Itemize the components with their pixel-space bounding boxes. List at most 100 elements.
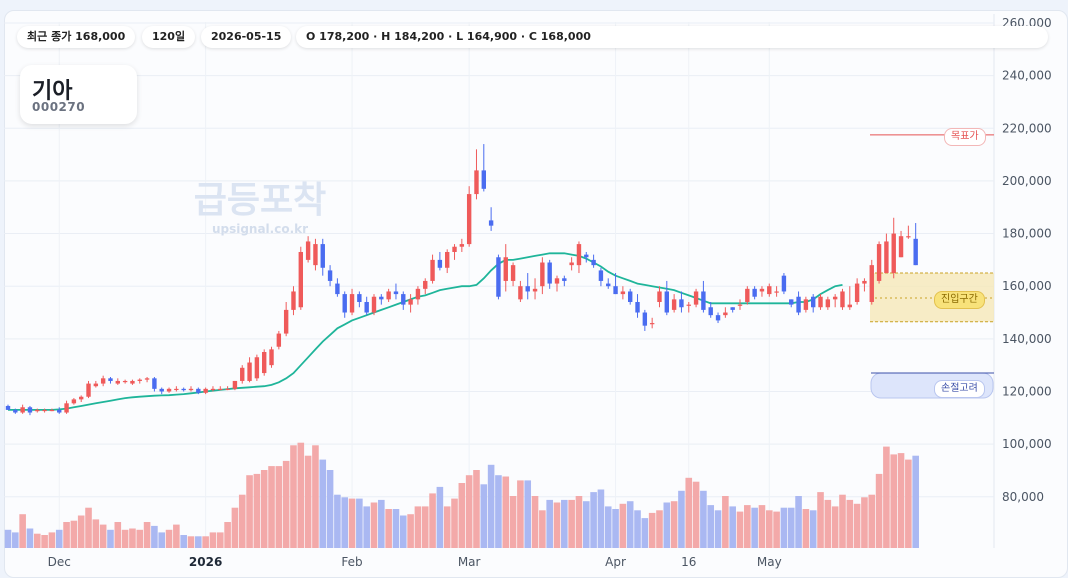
candle-body (642, 312, 648, 326)
volume-bar (553, 502, 561, 548)
candle-body (283, 309, 289, 334)
candle-body (466, 194, 472, 245)
candle-body (122, 380, 128, 383)
candle (79, 395, 84, 403)
candle (884, 233, 889, 274)
candle-body (210, 388, 216, 391)
volume-bar (297, 442, 305, 548)
candle-body (679, 299, 684, 308)
volume-bar (787, 507, 795, 548)
candle-body (488, 220, 494, 226)
candle (547, 259, 552, 289)
y-tick-label: 220,000 (1002, 121, 1052, 135)
volume-bar (707, 505, 715, 548)
candle (27, 405, 33, 416)
y-tick-label: 80,000 (1002, 490, 1044, 504)
candle (876, 241, 882, 284)
candle-body (693, 291, 699, 305)
volume-bar (370, 502, 378, 548)
volume-bar (443, 506, 451, 548)
volume-bar (77, 515, 85, 548)
candle (159, 387, 164, 395)
candle (298, 246, 303, 310)
volume-bar (663, 502, 671, 548)
candle (13, 408, 18, 414)
candle (71, 398, 77, 405)
volume-bar (634, 510, 641, 548)
candle (327, 265, 333, 287)
candle (628, 288, 633, 305)
volume-bar (465, 475, 473, 548)
candle (811, 294, 816, 313)
candle-body (415, 288, 421, 300)
candle-body (174, 388, 179, 391)
volume-bar (238, 494, 246, 548)
date-pill[interactable]: 2026-05-15 (201, 26, 292, 48)
volume-bar (517, 480, 524, 548)
candle (854, 278, 860, 305)
candle-body (159, 388, 164, 392)
candle-body (57, 409, 62, 413)
candle (781, 273, 787, 295)
candle (342, 291, 347, 318)
volume-bar (626, 501, 634, 548)
candle-body (657, 291, 662, 302)
candle-body (20, 407, 25, 413)
candle (276, 330, 282, 350)
volume-bar (92, 519, 100, 548)
candle (401, 291, 406, 310)
volume-bar (290, 445, 297, 548)
period-pill[interactable]: 120일 (142, 26, 196, 48)
y-axis: 80,000 100,000 120,000 140,000 160,000 180,00… (1002, 16, 1052, 504)
candle (35, 408, 40, 413)
candle-body (847, 304, 852, 308)
candle (671, 294, 677, 313)
candle-body (620, 291, 626, 295)
candle (576, 241, 582, 274)
candle (620, 286, 626, 300)
volume-bar (136, 529, 144, 548)
volume-bar (700, 490, 707, 548)
volume-bar (378, 499, 385, 548)
candle (767, 283, 772, 297)
candle (283, 301, 289, 337)
volume-bar (41, 535, 48, 548)
volume-bar (451, 498, 458, 548)
volume-bar (729, 506, 736, 548)
watermark: 급등포착 upsignal.co.kr (194, 180, 326, 236)
candle-body (503, 257, 508, 281)
candle-body (181, 388, 186, 391)
candle-body (452, 246, 457, 252)
volume-bar (173, 524, 180, 548)
candle (305, 236, 311, 263)
volume-bar (224, 522, 231, 548)
candle (349, 288, 355, 316)
candle (152, 377, 157, 392)
candle-body (730, 307, 735, 310)
candle-body (408, 299, 413, 305)
volume-bar (421, 506, 429, 548)
candle-body (5, 405, 11, 410)
candle (554, 275, 560, 292)
candle (181, 387, 186, 392)
volume-bar (121, 529, 129, 548)
candle (474, 149, 479, 200)
candle (759, 286, 765, 297)
x-tick-label: Feb (341, 555, 362, 569)
volume-bar (246, 475, 253, 548)
candle (86, 380, 91, 399)
volume-bar (831, 506, 839, 548)
volume-bar (758, 505, 766, 548)
candle-body (291, 291, 296, 310)
candle-body (510, 265, 516, 281)
candle-body (759, 288, 765, 292)
candle-body (906, 236, 911, 238)
candle-body (628, 291, 633, 302)
volume-bar (326, 470, 334, 548)
candle-body (774, 291, 779, 293)
candle-body (606, 283, 611, 287)
volume-bar (260, 470, 268, 548)
candle (642, 309, 648, 331)
candle-body (635, 301, 640, 313)
watermark-url: upsignal.co.kr (212, 222, 308, 236)
